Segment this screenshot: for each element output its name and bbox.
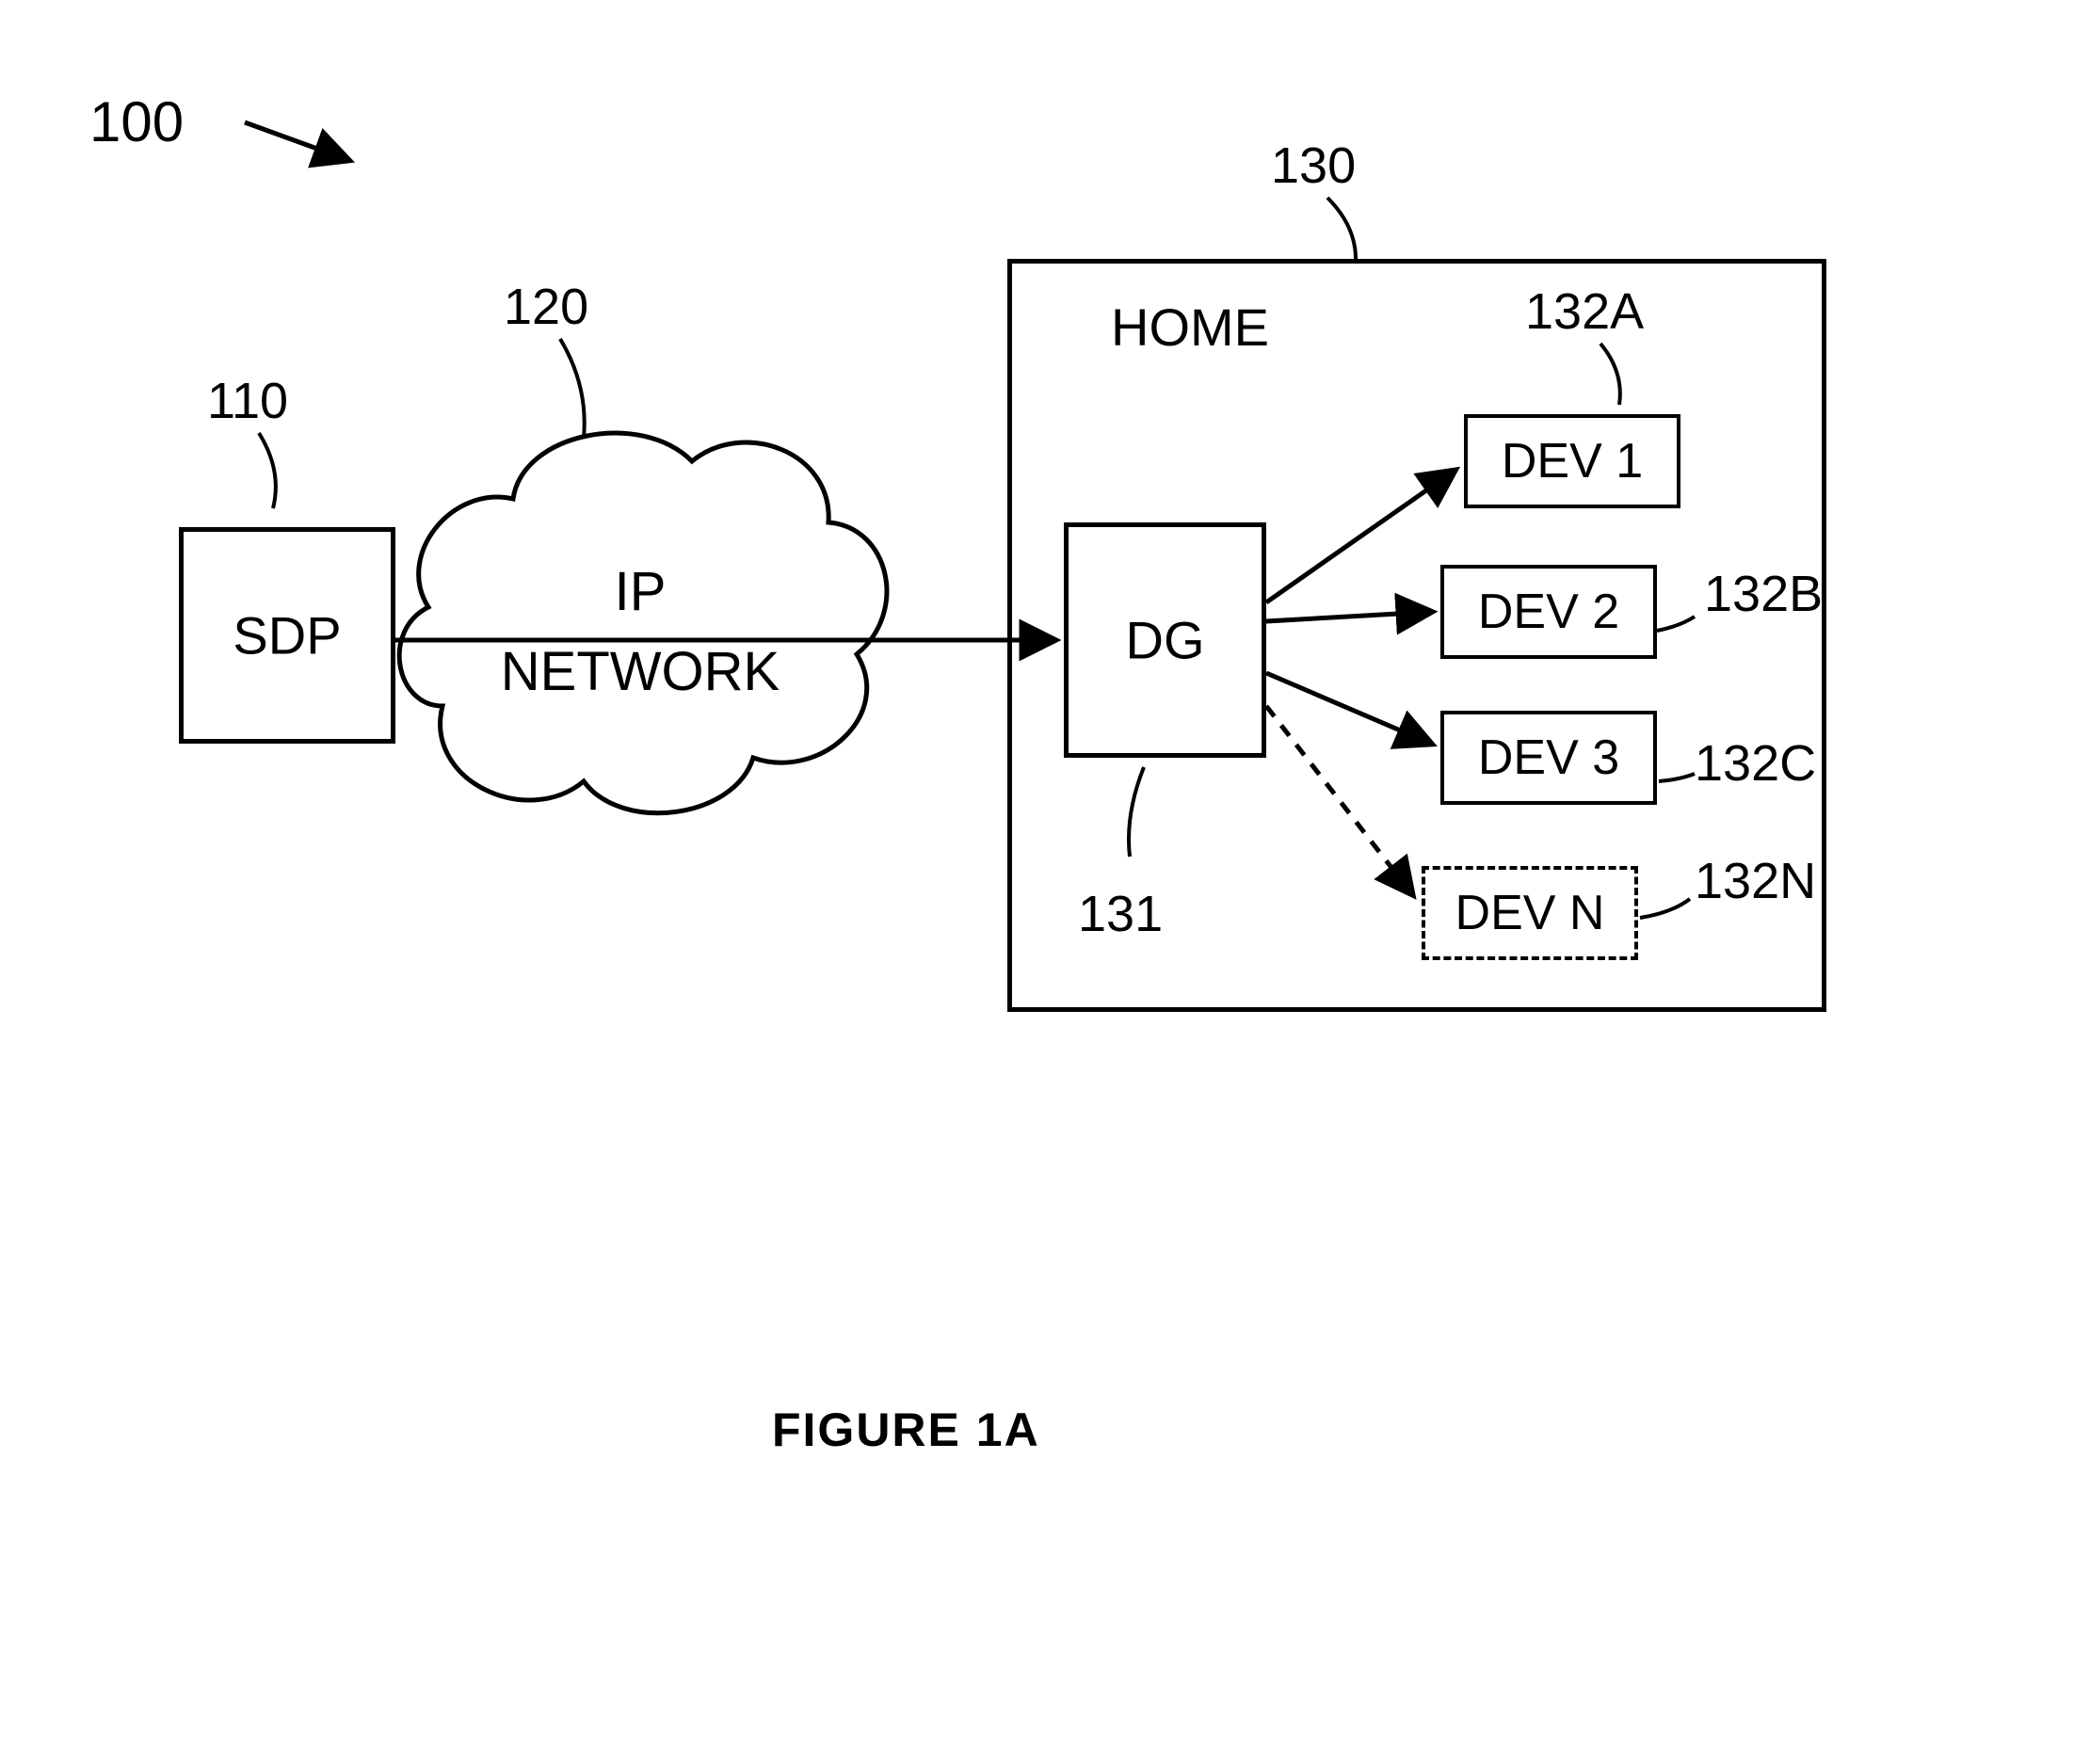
node-dev3-label: DEV 3 xyxy=(1478,730,1619,786)
node-home-label: HOME xyxy=(1111,297,1269,358)
ref-131: 131 xyxy=(1078,885,1163,943)
ref-132a: 132A xyxy=(1525,282,1644,341)
ref-100: 100 xyxy=(89,89,184,154)
node-dg-label: DG xyxy=(1126,610,1205,671)
ref-132b: 132B xyxy=(1704,565,1823,623)
node-dg: DG xyxy=(1064,522,1266,758)
figure-caption: FIGURE 1A xyxy=(772,1403,1040,1457)
node-sdp: SDP xyxy=(179,527,395,744)
node-dev3: DEV 3 xyxy=(1440,711,1657,805)
node-devn-label: DEV N xyxy=(1455,885,1605,941)
ref-120: 120 xyxy=(504,278,588,336)
ref-110: 110 xyxy=(207,372,288,430)
node-dev1-label: DEV 1 xyxy=(1502,433,1643,489)
node-ip-network-label-line2: NETWORK xyxy=(501,640,780,703)
ref-132c: 132C xyxy=(1695,734,1816,793)
diagram-stage: 100 SDP 110 IP NETWORK 120 HOME 130 DG 1… xyxy=(0,0,2074,1764)
node-dev1: DEV 1 xyxy=(1464,414,1680,508)
system-ref-arrow xyxy=(245,122,348,160)
ref-130: 130 xyxy=(1271,136,1356,195)
node-devn: DEV N xyxy=(1422,866,1638,960)
node-dev2-label: DEV 2 xyxy=(1478,584,1619,640)
node-dev2: DEV 2 xyxy=(1440,565,1657,659)
node-ip-network-label-line1: IP xyxy=(615,560,667,623)
node-sdp-label: SDP xyxy=(233,605,341,666)
ref-132n: 132N xyxy=(1695,852,1816,910)
